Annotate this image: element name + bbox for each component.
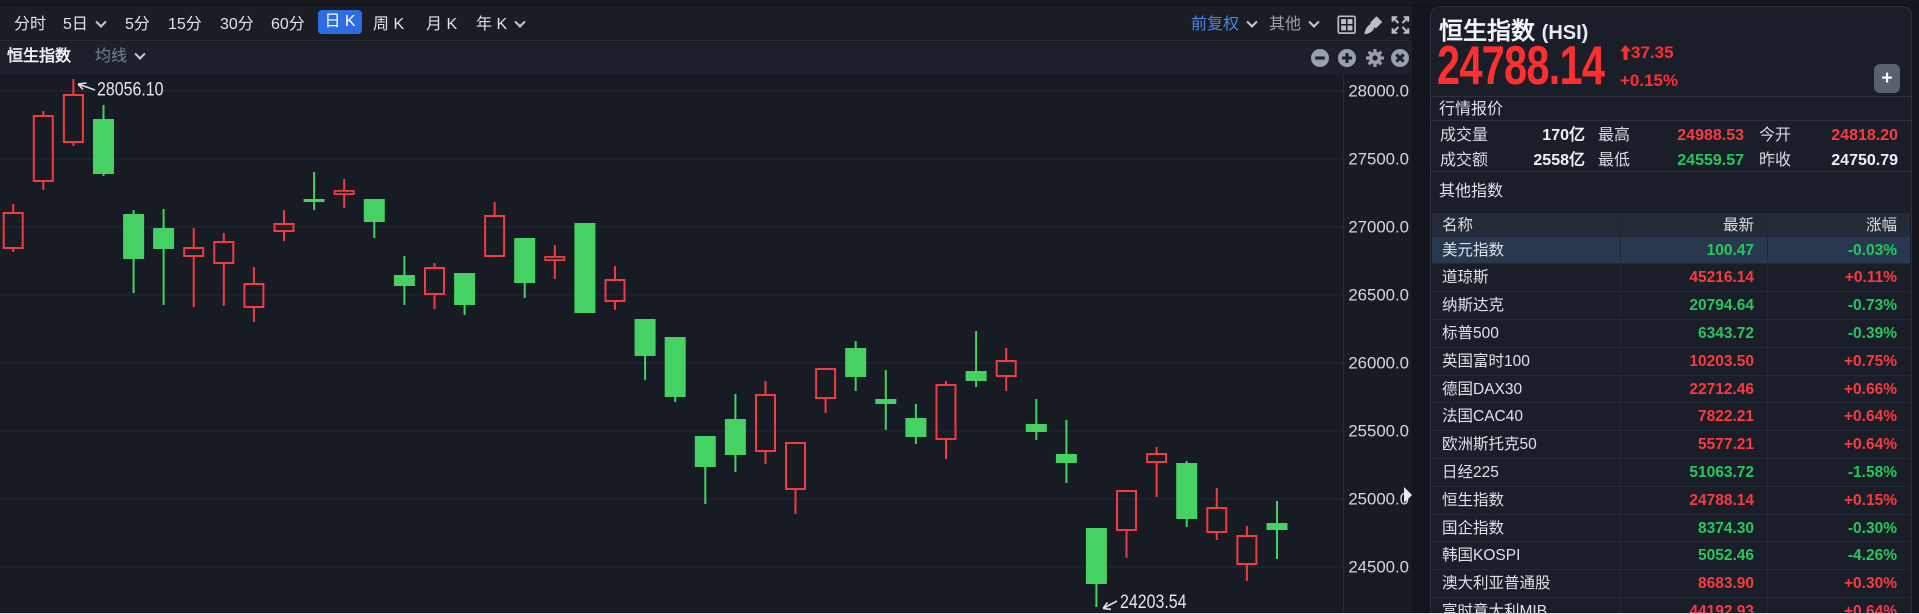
svg-text:27000.0: 27000.0 — [1348, 218, 1409, 237]
svg-text:27500.0: 27500.0 — [1348, 150, 1409, 169]
svg-text:24203.54: 24203.54 — [1120, 591, 1187, 613]
svg-text:25500.0: 25500.0 — [1348, 422, 1409, 441]
svg-text:25000.0: 25000.0 — [1348, 490, 1409, 509]
svg-text:24500.0: 24500.0 — [1348, 558, 1409, 577]
svg-text:26500.0: 26500.0 — [1348, 286, 1409, 305]
svg-text:28000.0: 28000.0 — [1348, 82, 1409, 101]
svg-text:28056.10: 28056.10 — [97, 78, 164, 100]
svg-text:26000.0: 26000.0 — [1348, 354, 1409, 373]
